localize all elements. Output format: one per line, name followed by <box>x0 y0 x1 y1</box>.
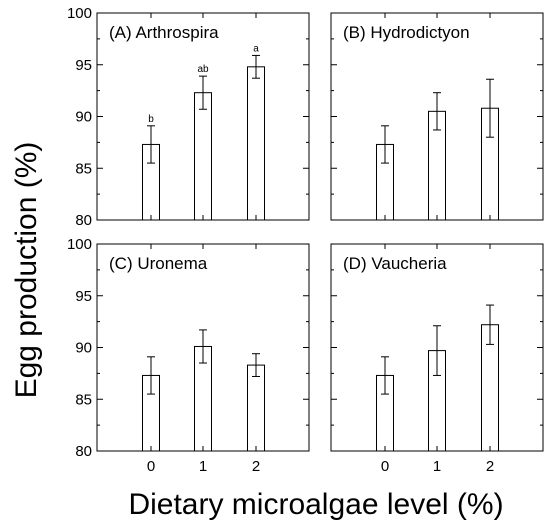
chart-panel-2: 80 85 90 95 100 (C) Uronema 0 1 2 <box>67 236 310 475</box>
y-tick-label: 85 <box>75 160 92 177</box>
y-tick-label: 85 <box>75 391 92 408</box>
y-tick-label: 100 <box>67 236 92 253</box>
y-tick-label: 95 <box>75 288 92 305</box>
y-tick-label: 95 <box>75 57 92 74</box>
bar <box>194 92 212 221</box>
panel-title: (D) Vaucheria <box>343 254 447 273</box>
y-axis-label: Egg production (%) <box>10 142 43 399</box>
bar <box>247 66 265 221</box>
bar <box>247 364 265 452</box>
y-tick-label: 90 <box>75 109 92 126</box>
chart-panel-1: (B) Hydrodictyon <box>330 12 544 221</box>
chart-panel-0: 80 85 90 95 100 (A) Arthrospira b ab a <box>67 5 310 229</box>
x-tick-label: 0 <box>381 458 389 475</box>
x-tick-label: 2 <box>252 458 260 475</box>
panel-title: (B) Hydrodictyon <box>343 23 470 42</box>
y-tick-label: 100 <box>67 5 92 22</box>
x-tick-label: 1 <box>433 458 441 475</box>
y-tick-label: 80 <box>75 212 92 229</box>
panel-title: (A) Arthrospira <box>109 23 219 42</box>
x-tick-label: 0 <box>147 458 155 475</box>
y-tick-label: 90 <box>75 340 92 357</box>
chart-panel-3: (D) Vaucheria 0 1 2 <box>330 243 544 475</box>
significance-label: b <box>148 114 154 125</box>
y-tick-label: 80 <box>75 443 92 460</box>
x-axis-label: Dietary microalgae level (%) <box>128 488 503 521</box>
significance-label: a <box>253 43 259 54</box>
panel-title: (C) Uronema <box>109 254 208 273</box>
significance-label: ab <box>197 64 209 75</box>
x-tick-label: 2 <box>486 458 494 475</box>
x-tick-label: 1 <box>199 458 207 475</box>
